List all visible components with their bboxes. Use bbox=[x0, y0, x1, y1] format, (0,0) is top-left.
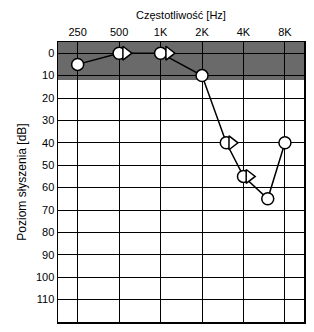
svg-text:Częstotliwość [Hz]: Częstotliwość [Hz] bbox=[136, 9, 226, 21]
svg-text:0: 0 bbox=[48, 47, 54, 59]
svg-text:4K: 4K bbox=[237, 26, 251, 38]
svg-text:2K: 2K bbox=[195, 26, 209, 38]
svg-text:100: 100 bbox=[36, 271, 54, 283]
svg-text:50: 50 bbox=[42, 159, 54, 171]
svg-text:30: 30 bbox=[42, 114, 54, 126]
svg-text:80: 80 bbox=[42, 226, 54, 238]
svg-text:10: 10 bbox=[42, 69, 54, 81]
svg-text:60: 60 bbox=[42, 181, 54, 193]
svg-text:250: 250 bbox=[68, 26, 86, 38]
svg-text:Poziom słyszenia [dB]: Poziom słyszenia [dB] bbox=[15, 123, 29, 240]
svg-text:90: 90 bbox=[42, 249, 54, 261]
svg-text:40: 40 bbox=[42, 137, 54, 149]
svg-text:1K: 1K bbox=[154, 26, 168, 38]
svg-text:500: 500 bbox=[110, 26, 128, 38]
svg-text:70: 70 bbox=[42, 204, 54, 216]
svg-text:20: 20 bbox=[42, 92, 54, 104]
svg-text:8K: 8K bbox=[278, 26, 292, 38]
svg-text:110: 110 bbox=[37, 293, 55, 305]
